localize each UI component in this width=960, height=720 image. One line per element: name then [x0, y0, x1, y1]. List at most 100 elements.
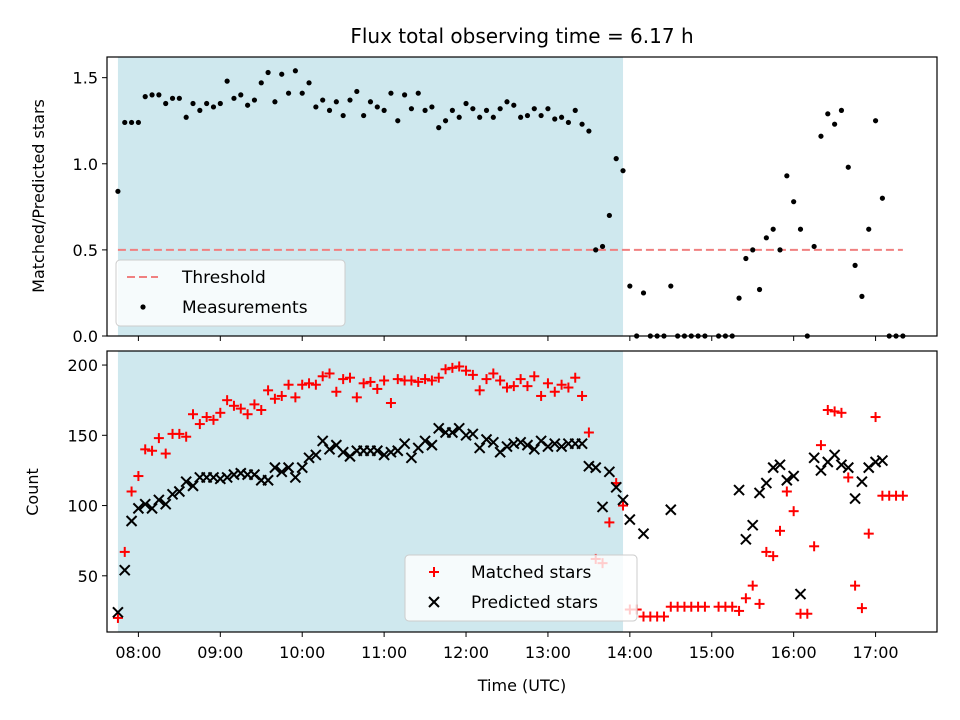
point-dot	[866, 226, 872, 232]
point-dot	[825, 111, 831, 117]
point-dot	[524, 112, 531, 119]
point-dot	[511, 102, 517, 108]
data-point	[828, 449, 841, 461]
point-dot	[115, 188, 121, 194]
data-point	[463, 100, 469, 107]
data-point	[238, 92, 244, 98]
point-dot	[210, 104, 217, 110]
data-point	[310, 379, 321, 390]
point-dot	[811, 243, 817, 250]
data-point	[483, 107, 490, 113]
top-panel: 0.0 0.5 1.0 1.5 Threshold Measurements	[73, 56, 938, 346]
point-dot	[627, 283, 633, 289]
point-x-b	[446, 426, 459, 439]
data-point	[456, 114, 462, 120]
legend-label: Matched stars	[471, 563, 591, 583]
point-x-b	[419, 435, 431, 447]
data-point	[263, 385, 274, 396]
point-x-b	[535, 435, 547, 447]
point-dot	[784, 173, 790, 179]
point-x-b	[433, 422, 445, 434]
point-dot	[299, 90, 305, 96]
point-x-b	[774, 459, 786, 471]
data-point	[149, 92, 155, 98]
data-point	[747, 580, 758, 591]
chart-title: Flux total observing time = 6.17 h	[350, 24, 693, 48]
data-point	[618, 500, 629, 511]
data-point	[224, 78, 230, 84]
data-point	[624, 513, 636, 526]
data-point	[558, 114, 565, 120]
point-x-b	[248, 468, 261, 481]
point-x-b	[876, 454, 889, 467]
point-dot	[490, 114, 496, 120]
point-x-b	[828, 449, 841, 461]
data-point	[863, 528, 874, 539]
point-x-b	[132, 502, 145, 515]
y-tick-label: 100	[67, 497, 98, 516]
data-point	[815, 464, 827, 477]
point-x-b	[815, 464, 827, 477]
data-point	[122, 119, 128, 126]
data-point	[187, 480, 199, 492]
data-point	[843, 472, 854, 483]
data-point	[555, 440, 568, 453]
data-point	[358, 378, 369, 389]
data-point	[470, 106, 476, 112]
point-x-b	[214, 473, 227, 485]
data-point	[754, 598, 765, 609]
data-point	[371, 445, 384, 457]
point-x-b	[453, 422, 465, 434]
data-point	[832, 121, 838, 127]
data-point	[524, 112, 531, 119]
point-dot	[320, 97, 326, 103]
data-point	[736, 295, 742, 301]
data-point	[420, 374, 431, 385]
point-x-b	[282, 461, 295, 474]
data-point	[119, 546, 130, 557]
point-x-b	[221, 471, 233, 484]
data-point	[180, 475, 192, 488]
data-point	[176, 95, 182, 101]
point-x-b	[378, 449, 390, 461]
data-point	[852, 262, 858, 268]
data-point	[323, 443, 336, 456]
data-point	[586, 128, 592, 134]
y-tick-label: 0.0	[73, 327, 98, 346]
legend-box	[404, 554, 638, 622]
point-dot	[272, 99, 278, 105]
data-point	[590, 461, 602, 474]
data-point	[604, 517, 615, 528]
data-point	[235, 403, 246, 414]
data-point	[699, 601, 710, 612]
point-x-b	[173, 485, 186, 498]
data-point	[658, 611, 669, 622]
data-point	[531, 106, 537, 112]
data-point	[640, 290, 647, 296]
point-dot	[599, 243, 606, 250]
data-point	[777, 247, 783, 253]
data-point	[504, 99, 510, 105]
data-point	[276, 466, 288, 478]
data-point	[763, 235, 769, 241]
point-x-b	[637, 527, 650, 540]
point-dot	[361, 112, 367, 119]
data-point	[501, 440, 513, 453]
data-point	[753, 487, 766, 499]
point-x-b	[303, 452, 315, 464]
point-dot	[388, 90, 394, 96]
y-tick-label: 50	[78, 567, 98, 586]
data-point	[256, 405, 267, 416]
point-x-b	[576, 438, 588, 450]
point-x-b	[180, 475, 192, 488]
data-point	[413, 376, 424, 387]
point-dot	[340, 112, 346, 119]
data-point	[147, 445, 158, 456]
data-point	[788, 506, 799, 517]
point-x-b	[262, 474, 274, 486]
data-point	[583, 427, 594, 438]
data-point	[126, 486, 137, 497]
point-x-b	[501, 440, 513, 453]
data-point	[282, 461, 295, 474]
point-x-b	[767, 461, 779, 474]
